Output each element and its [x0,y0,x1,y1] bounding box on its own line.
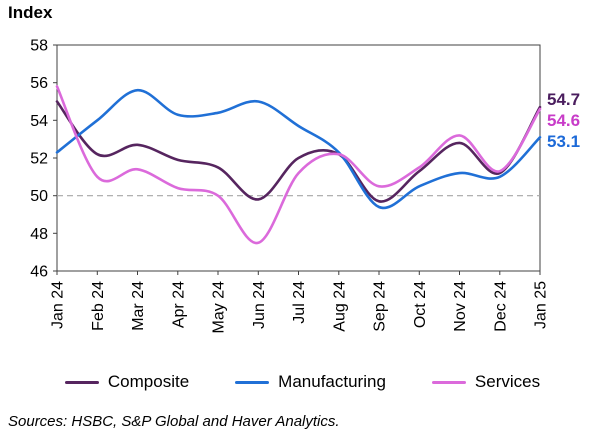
x-tick-label: Oct 24 [412,281,429,328]
legend-item-manufacturing: Manufacturing [235,372,386,392]
legend-label-composite: Composite [107,372,190,391]
series-line-composite [55,100,542,203]
y-tick-label: 46 [30,264,48,281]
y-tick-label: 48 [30,226,48,243]
x-tick-label: Jan 25 [533,281,550,329]
x-tick-label: Jan 24 [50,281,67,329]
x-tick-label: Feb 24 [90,281,107,331]
y-tick-label: 52 [30,151,48,168]
legend-item-composite: Composite [64,372,190,392]
legend: Composite Manufacturing Services [0,372,605,392]
x-tick-label: Jun 24 [251,281,268,329]
x-tick-label: Aug 24 [331,281,348,332]
legend-item-services: Services [431,372,541,392]
x-tick-label: Nov 24 [452,281,469,332]
legend-label-services: Services [474,372,541,391]
chart-title: Index [8,3,53,22]
x-tick-label: Apr 24 [170,281,187,328]
y-tick-label: 50 [30,188,48,205]
end-label-manufacturing: 53.1 [547,132,581,151]
x-tick-label: Sep 24 [372,281,389,332]
legend-swatch-composite [64,380,99,384]
sources-note: Sources: HSBC, S&P Global and Haver Anal… [8,413,340,430]
x-tick-label: Mar 24 [130,281,147,331]
x-tick-label: Jul 24 [291,281,308,324]
legend-swatch-services [431,380,466,384]
x-tick-label: Dec 24 [492,281,509,332]
series-line-services [55,85,542,245]
end-label-services: 54.6 [547,111,581,130]
x-tick-label: May 24 [211,281,228,334]
legend-label-manufacturing: Manufacturing [278,372,386,391]
series-line-manufacturing [55,88,542,210]
y-tick-label: 54 [30,113,48,130]
y-tick-label: 58 [30,38,48,55]
legend-swatch-manufacturing [235,380,270,384]
y-tick-label: 56 [30,75,48,92]
end-label-composite: 54.7 [547,90,581,109]
